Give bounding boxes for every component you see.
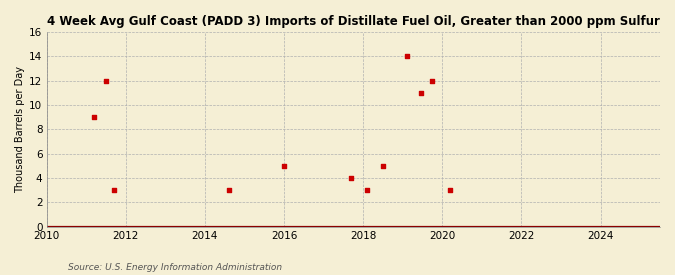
Point (223, 188, 234, 192)
Point (427, 78, 438, 83)
Point (101, 78, 111, 83)
Point (402, 54, 412, 59)
Point (362, 188, 373, 192)
Title: 4 Week Avg Gulf Coast (PADD 3) Imports of Distillate Fuel Oil, Greater than 2000: 4 Week Avg Gulf Coast (PADD 3) Imports o… (47, 15, 659, 28)
Point (88, 115, 99, 119)
Point (346, 176, 356, 180)
Point (415, 90, 426, 95)
Point (109, 188, 119, 192)
Y-axis label: Thousand Barrels per Day: Thousand Barrels per Day (15, 66, 25, 193)
Point (279, 164, 290, 168)
Point (377, 164, 388, 168)
Point (445, 188, 456, 192)
Text: Source: U.S. Energy Information Administration: Source: U.S. Energy Information Administ… (68, 263, 281, 272)
